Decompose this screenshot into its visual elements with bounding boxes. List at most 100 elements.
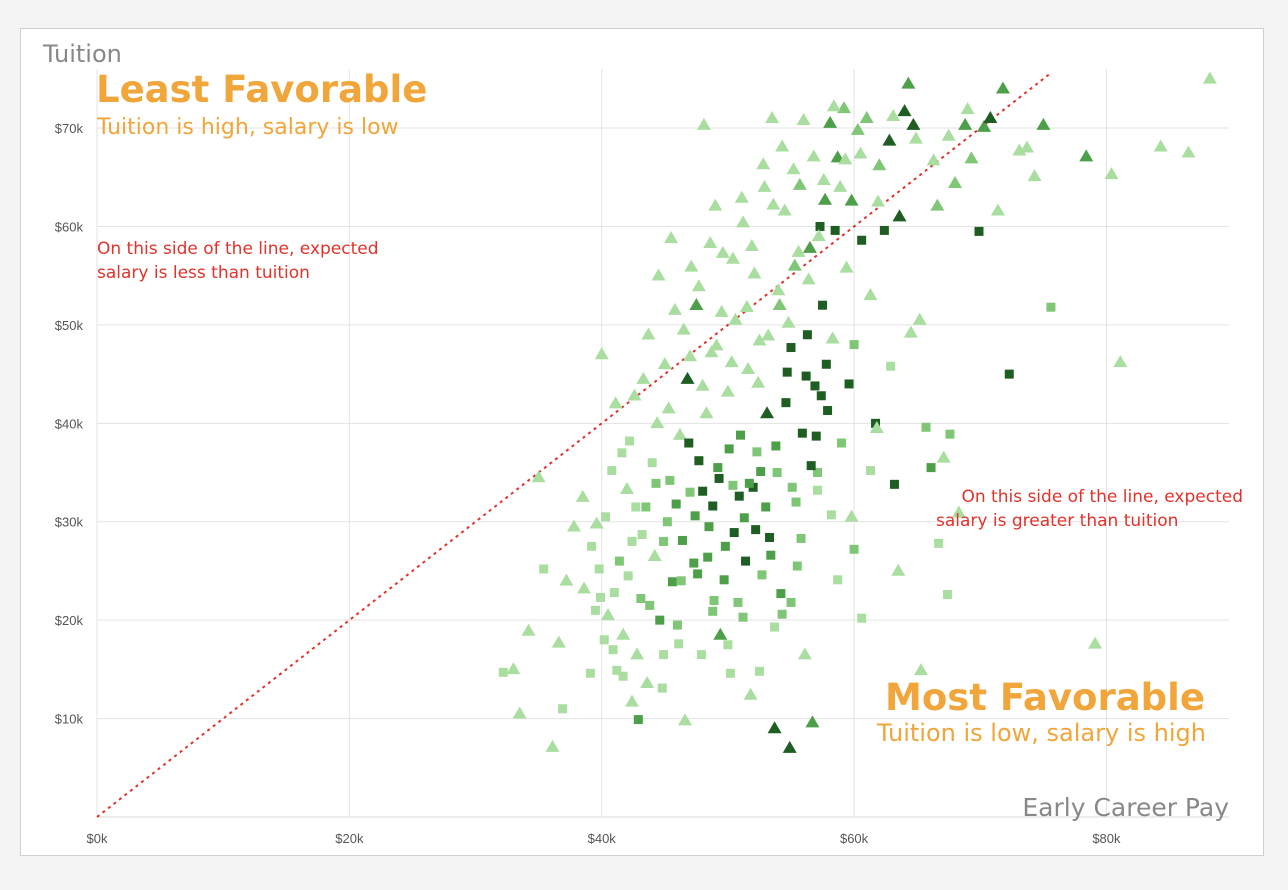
data-point-triangle xyxy=(897,104,912,117)
data-point-triangle xyxy=(630,647,645,660)
data-point-square xyxy=(590,605,600,615)
data-point-triangle xyxy=(805,715,820,728)
data-point-square xyxy=(796,533,806,543)
data-point-triangle xyxy=(680,371,695,384)
data-point-square xyxy=(617,448,627,458)
data-point-triangle xyxy=(676,322,691,335)
y-tick-label: $60k xyxy=(55,219,84,234)
data-point-triangle xyxy=(964,151,979,164)
data-point-square xyxy=(756,467,766,477)
data-point-square xyxy=(733,597,743,607)
y-tick-label: $10k xyxy=(55,712,84,727)
data-point-triangle xyxy=(1113,355,1128,368)
left-side-note-line-1: On this side of the line, expected xyxy=(97,239,379,259)
y-tick-label: $70k xyxy=(55,121,84,136)
data-point-square xyxy=(752,447,762,457)
data-point-triangle xyxy=(792,177,807,190)
data-point-triangle xyxy=(691,279,706,292)
data-point-square xyxy=(627,536,637,546)
data-point-square xyxy=(607,466,617,476)
data-point-square xyxy=(694,456,704,466)
data-point-triangle xyxy=(741,361,756,374)
data-point-square xyxy=(741,556,751,566)
data-point-triangle xyxy=(863,288,878,301)
data-point-triangle xyxy=(869,421,884,434)
data-point-square xyxy=(849,340,859,350)
data-point-square xyxy=(618,671,628,681)
data-point-square xyxy=(614,556,624,566)
data-point-square xyxy=(728,480,738,490)
data-point-square xyxy=(671,499,681,509)
data-point-triangle xyxy=(765,111,780,124)
data-point-square xyxy=(539,564,549,574)
data-point-triangle xyxy=(908,131,923,144)
data-point-triangle xyxy=(747,266,762,279)
data-point-square xyxy=(709,595,719,605)
data-point-square xyxy=(815,221,825,231)
data-point-square xyxy=(786,597,796,607)
break-even-line xyxy=(96,73,1051,818)
data-point-triangle xyxy=(796,112,811,125)
data-point-triangle xyxy=(757,179,772,192)
data-point-triangle xyxy=(608,396,623,409)
data-point-triangle xyxy=(775,139,790,152)
data-point-triangle xyxy=(601,608,616,621)
data-point-square xyxy=(879,225,889,235)
data-point-square xyxy=(765,532,775,542)
data-point-triangle xyxy=(802,240,817,253)
data-point-square xyxy=(772,468,782,478)
data-point-triangle xyxy=(696,117,711,130)
data-point-square xyxy=(657,683,667,693)
data-point-triangle xyxy=(667,302,682,315)
data-point-square xyxy=(801,371,811,381)
data-point-square xyxy=(734,491,744,501)
data-point-triangle xyxy=(844,509,859,522)
data-point-triangle xyxy=(801,272,816,285)
data-point-triangle xyxy=(640,675,655,688)
data-point-square xyxy=(674,639,684,649)
data-point-triangle xyxy=(797,647,812,660)
data-point-square xyxy=(810,381,820,391)
data-point-triangle xyxy=(772,298,787,311)
data-point-triangle xyxy=(651,268,666,281)
data-point-square xyxy=(857,613,867,623)
y-tick-label: $20k xyxy=(55,613,84,628)
data-point-square xyxy=(865,466,875,476)
data-point-triangle xyxy=(734,190,749,203)
data-point-triangle xyxy=(752,333,767,346)
data-point-triangle xyxy=(760,406,775,419)
x-axis-ticks: $0k $20k $40k $60k $80k xyxy=(87,831,1122,846)
data-point-triangle xyxy=(960,102,975,115)
data-point-triangle xyxy=(650,416,665,429)
data-point-triangle xyxy=(823,115,838,128)
data-point-triangle xyxy=(839,260,854,273)
data-point-triangle xyxy=(811,229,826,242)
data-point-square xyxy=(641,502,651,512)
data-point-triangle xyxy=(936,450,951,463)
data-point-square xyxy=(714,473,724,483)
data-point-triangle xyxy=(913,663,928,676)
data-point-square xyxy=(886,361,896,371)
scatter-chart: $0k $20k $40k $60k $80k $10k $20k $30k $40k $50k… xyxy=(42,40,1243,846)
data-point-triangle xyxy=(559,573,574,586)
data-point-square xyxy=(667,577,677,587)
data-point-square xyxy=(1004,369,1014,379)
data-point-triangle xyxy=(1027,169,1042,182)
data-point-square xyxy=(787,482,797,492)
data-point-square xyxy=(708,501,718,511)
data-point-triangle xyxy=(708,198,723,211)
data-point-square xyxy=(761,502,771,512)
data-point-triangle xyxy=(777,203,792,216)
data-point-square xyxy=(806,461,816,471)
data-point-triangle xyxy=(958,117,973,130)
data-point-square xyxy=(797,428,807,438)
data-point-triangle xyxy=(704,345,719,358)
data-point-triangle xyxy=(1019,140,1034,153)
data-point-square xyxy=(812,485,822,495)
data-point-triangle xyxy=(872,158,887,171)
data-point-square xyxy=(1046,302,1056,312)
data-point-square xyxy=(942,590,952,600)
data-point-square xyxy=(655,615,665,625)
data-point-triangle xyxy=(551,635,566,648)
data-point-square xyxy=(698,486,708,496)
